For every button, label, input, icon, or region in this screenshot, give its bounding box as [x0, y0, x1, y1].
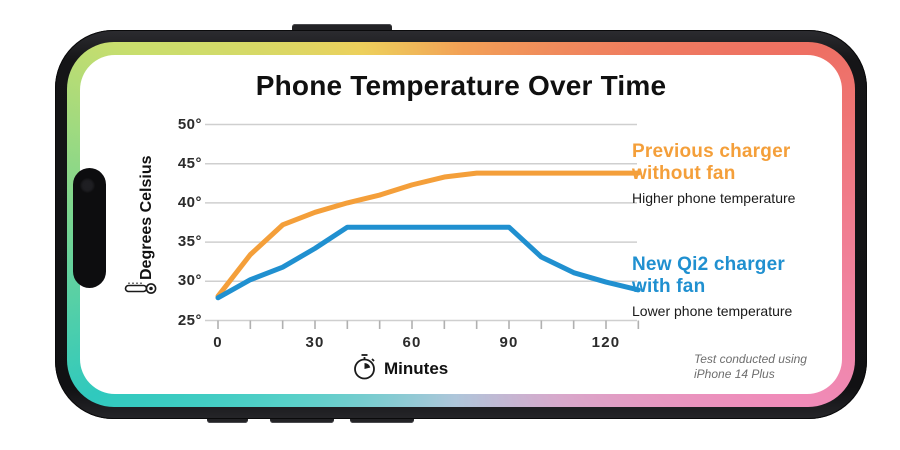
y-tick-label: 25° [177, 311, 202, 329]
y-tick-label: 40° [177, 193, 202, 211]
chart-title: Phone Temperature Over Time [255, 70, 667, 101]
x-tick-label: 30 [305, 334, 325, 351]
x-tick-label: 120 [591, 334, 621, 351]
legend-orange-subtext: Higher phone temperature [632, 190, 796, 206]
x-tick-label: 60 [402, 334, 422, 351]
legend-orange-line2: without fan [632, 163, 736, 184]
x-tick-label: 90 [499, 334, 519, 351]
front-camera-icon [80, 178, 95, 193]
series-line-qi2-charger [215, 224, 641, 301]
dynamic-island [73, 168, 106, 288]
legend-blue-line1: New Qi2 charger [632, 254, 785, 275]
legend-blue-line2: with fan [632, 276, 706, 297]
test-footnote: Test conducted using iPhone 14 Plus [694, 352, 807, 382]
x-tick-label: 0 [213, 334, 223, 351]
phone-screen [80, 55, 842, 394]
footnote-line1: Test conducted using [694, 352, 807, 366]
x-axis-title: Minutes [384, 359, 449, 378]
y-tick-label: 35° [177, 233, 202, 251]
legend-previous-charger: Previous charger without fan Higher phon… [632, 141, 852, 206]
x-axis-title-group: Minutes [352, 352, 448, 386]
phone-frame [55, 30, 867, 419]
screen-gradient-border [67, 42, 855, 407]
y-axis-title: Degrees Celsius [138, 155, 155, 281]
legend-new-qi2-charger: New Qi2 charger with fan Lower phone tem… [632, 254, 852, 319]
legend-orange-line1: Previous charger [632, 141, 791, 162]
footnote-line2: iPhone 14 Plus [694, 367, 775, 381]
thermometer-icon [124, 279, 158, 302]
y-tick-label: 30° [177, 272, 202, 290]
y-tick-label: 50° [177, 115, 202, 133]
series-line-previous-charger [215, 170, 641, 299]
y-tick-label: 45° [177, 154, 202, 172]
legend-blue-subtext: Lower phone temperature [632, 303, 793, 319]
stopwatch-icon [352, 352, 377, 386]
